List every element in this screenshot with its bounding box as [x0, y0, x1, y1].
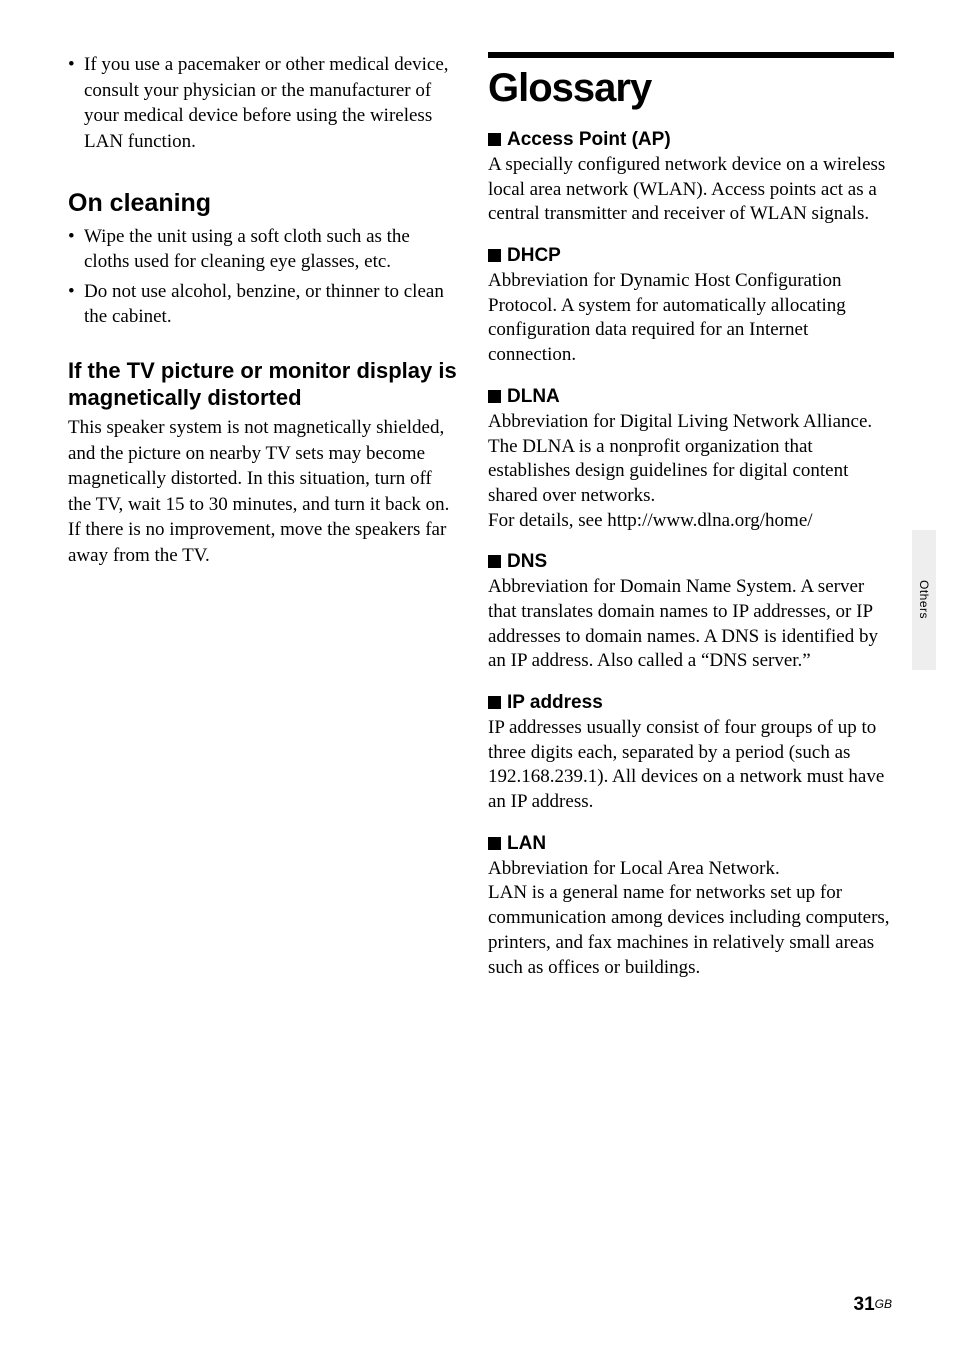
square-icon [488, 696, 501, 709]
term-body-lan: Abbreviation for Local Area Network. LAN… [488, 857, 894, 980]
page-suffix: GB [875, 1297, 892, 1311]
term-head-ip: IP address [488, 692, 894, 714]
term-body-dhcp: Abbreviation for Dynamic Host Configurat… [488, 269, 894, 368]
term-body-ap: A specially configured network device on… [488, 153, 894, 227]
term-head-dhcp-label: DHCP [507, 245, 561, 266]
cleaning-bullet-1: Wipe the unit using a soft cloth such as… [68, 224, 458, 275]
cleaning-list: Wipe the unit using a soft cloth such as… [68, 224, 458, 331]
square-icon [488, 133, 501, 146]
term-ap: Access Point (AP) A specially configured… [488, 129, 894, 227]
chapter-title: Glossary [488, 66, 894, 111]
term-head-ap: Access Point (AP) [488, 129, 894, 151]
term-dlna: DLNA Abbreviation for Digital Living Net… [488, 386, 894, 533]
term-head-ap-label: Access Point (AP) [507, 129, 671, 150]
pacemaker-bullet: If you use a pacemaker or other medical … [68, 52, 458, 155]
term-body-dns: Abbreviation for Domain Name System. A s… [488, 575, 894, 674]
term-head-dlna-label: DLNA [507, 386, 560, 407]
square-icon [488, 390, 501, 403]
term-dns: DNS Abbreviation for Domain Name System.… [488, 551, 894, 674]
term-head-dns: DNS [488, 551, 894, 573]
square-icon [488, 837, 501, 850]
side-tab-label: Others [917, 580, 931, 619]
term-head-dlna: DLNA [488, 386, 894, 408]
chapter-rule [488, 52, 894, 58]
tv-body: This speaker system is not magnetically … [68, 415, 458, 569]
side-tab: Others [912, 530, 936, 670]
tv-heading: If the TV picture or monitor display is … [68, 358, 458, 411]
cleaning-bullet-2: Do not use alcohol, benzine, or thinner … [68, 279, 458, 330]
term-body-dlna: Abbreviation for Digital Living Network … [488, 410, 894, 533]
cleaning-heading: On cleaning [68, 189, 458, 218]
term-body-ip: IP addresses usually consist of four gro… [488, 716, 894, 815]
term-head-dhcp: DHCP [488, 245, 894, 267]
term-ip: IP address IP addresses usually consist … [488, 692, 894, 815]
term-lan: LAN Abbreviation for Local Area Network.… [488, 833, 894, 980]
term-head-ip-label: IP address [507, 692, 603, 713]
page-number: 31 [854, 1294, 875, 1315]
page-footer: 31GB [854, 1294, 892, 1316]
term-head-lan-label: LAN [507, 833, 546, 854]
term-dhcp: DHCP Abbreviation for Dynamic Host Confi… [488, 245, 894, 368]
square-icon [488, 555, 501, 568]
pacemaker-list: If you use a pacemaker or other medical … [68, 52, 458, 155]
square-icon [488, 249, 501, 262]
term-head-lan: LAN [488, 833, 894, 855]
term-head-dns-label: DNS [507, 551, 547, 572]
